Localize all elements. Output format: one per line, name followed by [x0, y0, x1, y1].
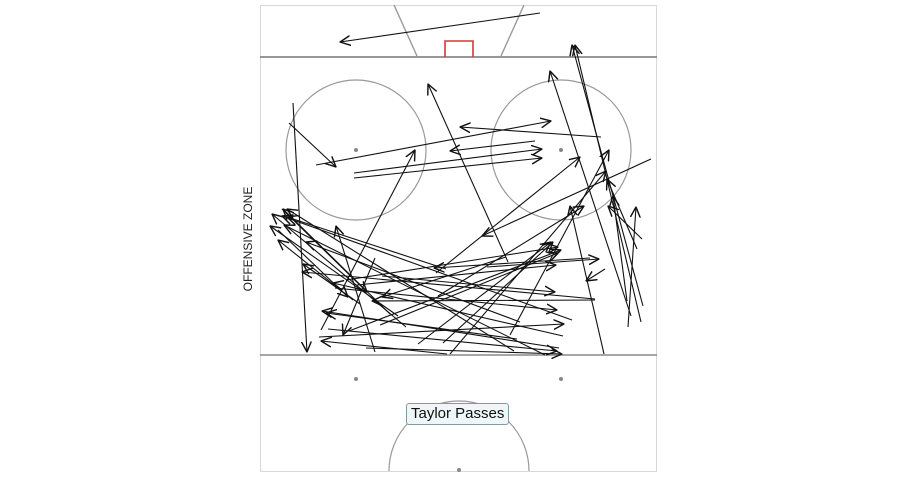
pass-arrow — [281, 208, 367, 292]
pass-arrow — [509, 150, 609, 336]
pass-arrow — [449, 171, 606, 355]
center-circle — [388, 400, 530, 472]
pass-arrow — [303, 264, 361, 305]
pass-arrow — [327, 328, 557, 351]
pass-arrow — [586, 268, 606, 281]
neutral-dot-right — [559, 377, 563, 381]
center-dot — [457, 468, 461, 472]
pass-arrows — [270, 12, 652, 356]
rink-boundary — [260, 5, 657, 472]
pass-arrow — [608, 206, 643, 240]
pass-arrow — [292, 102, 307, 352]
pass-arrow — [450, 140, 536, 151]
pass-arrow — [287, 209, 515, 352]
pass-arrow — [460, 127, 602, 138]
pass-arrow — [318, 324, 564, 338]
pass-arrow — [336, 226, 376, 353]
pass-arrow — [434, 257, 591, 268]
pass-arrow — [627, 207, 636, 328]
pass-arrow — [482, 158, 652, 236]
faceoff-circle-left — [285, 79, 427, 221]
pass-arrow — [282, 216, 573, 321]
pass-arrow — [381, 275, 555, 292]
faceoff-dot-left — [354, 148, 358, 152]
pass-arrow — [284, 225, 546, 356]
pass-arrow — [428, 84, 509, 263]
pass-arrow — [486, 259, 599, 268]
pass-arrow — [348, 250, 561, 332]
pass-arrow — [320, 150, 415, 331]
pass-arrow — [306, 242, 521, 323]
faceoff-dot-right — [559, 148, 563, 152]
pass-arrow — [353, 149, 542, 174]
pass-arrow — [321, 341, 448, 355]
chart-title: Taylor Passes — [406, 403, 510, 425]
neutral-dot-left — [354, 377, 358, 381]
pass-arrow — [326, 313, 518, 340]
pass-arrow — [570, 206, 605, 355]
pass-arrow — [382, 256, 507, 297]
pass-arrow — [287, 217, 447, 270]
goal-net — [444, 40, 474, 57]
pass-arrow — [288, 122, 336, 167]
pass-arrow — [315, 121, 551, 166]
pass-arrow — [340, 12, 541, 42]
pass-arrow — [343, 257, 376, 335]
pass-arrow — [550, 71, 632, 317]
pass-arrow — [272, 214, 407, 328]
zone-label: OFFENSIVE ZONE — [241, 187, 255, 292]
pass-arrow — [270, 226, 399, 317]
trapezoid-left-line — [393, 4, 418, 57]
pass-arrow — [353, 158, 542, 179]
pass-arrow — [572, 45, 644, 307]
pass-arrow — [442, 242, 553, 344]
trapezoid-right-line — [500, 4, 525, 57]
pass-arrow — [334, 287, 557, 310]
pass-arrow — [417, 242, 551, 345]
pass-arrow — [435, 157, 580, 274]
pass-arrow — [345, 247, 558, 281]
pass-arrow — [607, 179, 638, 250]
pass-arrow — [437, 206, 584, 297]
